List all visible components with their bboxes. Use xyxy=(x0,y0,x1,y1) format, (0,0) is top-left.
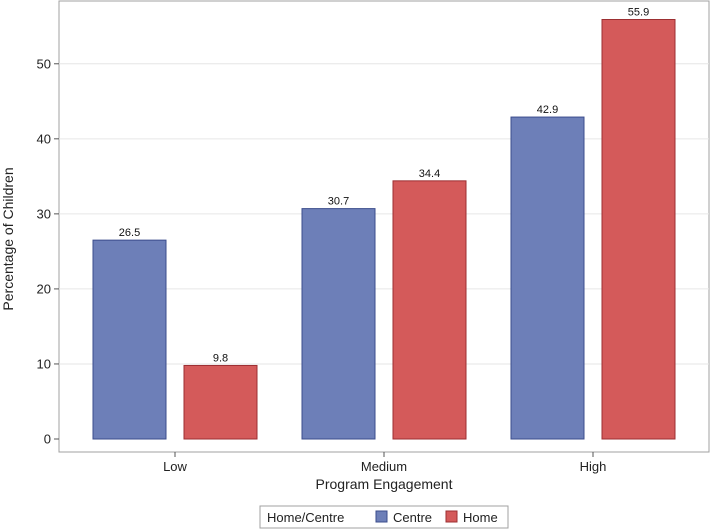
legend-swatch-home xyxy=(445,510,458,523)
gridlines xyxy=(59,63,709,365)
legend-title: Home/Centre xyxy=(267,510,344,525)
bars xyxy=(92,19,676,440)
bar-home-medium xyxy=(392,180,467,440)
y-tick-label: 30 xyxy=(37,206,51,221)
x-axis-title: Program Engagement xyxy=(316,476,453,492)
data-label: 34.4 xyxy=(419,168,440,180)
bar-centre-high xyxy=(510,116,585,440)
y-axis: 0 10 20 30 40 50 xyxy=(37,56,59,447)
y-tick-label: 10 xyxy=(37,356,51,371)
legend: Home/Centre Centre Home xyxy=(259,505,509,529)
y-tick-label: 20 xyxy=(37,281,51,296)
data-label: 30.7 xyxy=(328,196,349,208)
bar-centre-medium xyxy=(301,208,376,440)
y-tick-label: 50 xyxy=(37,56,51,71)
bar-home-low xyxy=(183,364,258,440)
legend-swatch-centre xyxy=(375,510,388,523)
data-label: 9.8 xyxy=(213,352,228,364)
x-tick-label: Low xyxy=(163,459,187,474)
legend-label-home: Home xyxy=(463,510,498,525)
data-label: 42.9 xyxy=(537,104,558,116)
y-axis-title: Percentage of Children xyxy=(0,167,16,310)
bar-centre-low xyxy=(92,239,167,440)
data-labels: 26.5 9.8 30.7 34.4 42.9 55.9 xyxy=(119,7,649,365)
x-axis: Low Medium High xyxy=(163,452,606,474)
data-label: 26.5 xyxy=(119,227,140,239)
legend-label-centre: Centre xyxy=(393,510,432,525)
y-tick-label: 0 xyxy=(44,432,51,447)
data-label: 55.9 xyxy=(628,7,649,19)
bar-home-high xyxy=(601,19,676,440)
plot-frame xyxy=(58,0,710,453)
x-tick-label: Medium xyxy=(361,459,407,474)
y-tick-label: 40 xyxy=(37,131,51,146)
x-tick-label: High xyxy=(580,459,607,474)
